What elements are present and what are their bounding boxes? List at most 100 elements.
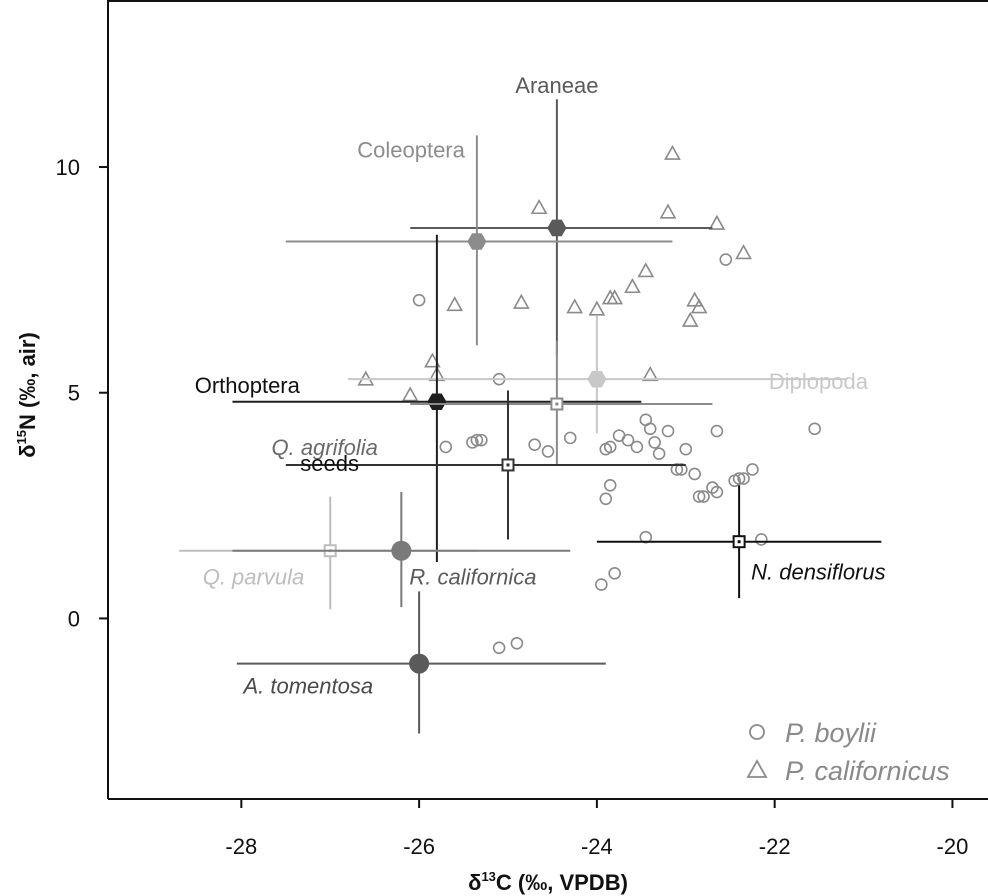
label-r-californica: R. californica [409, 565, 536, 590]
source-coleoptera [285, 135, 673, 346]
x-tick-label: -20 [937, 834, 969, 859]
data-point-boylii [737, 472, 750, 485]
data-point-californicus [566, 298, 584, 314]
data-point-boylii [599, 492, 613, 506]
data-point-boylii [697, 490, 710, 503]
source-orthoptera [232, 234, 642, 563]
x-tick-label: -22 [759, 834, 791, 859]
legend-label-p-californicus: P. californicus [785, 756, 950, 786]
label-araneae: Araneae [515, 73, 598, 98]
data-point-boylii [608, 566, 621, 580]
mean-marker-araneae [547, 219, 567, 237]
mean-marker-orthoptera [427, 393, 447, 411]
axes [107, 0, 988, 800]
data-point-boylii [603, 478, 617, 492]
x-tick-label: -24 [581, 834, 613, 859]
legend: P. boylii P. californicus [746, 718, 950, 786]
label-orthoptera: Orthoptera [195, 373, 301, 398]
source-a-tomentosa [236, 591, 606, 734]
y-axis-title: δ15N (‰, air) [14, 332, 40, 458]
source-araneae [410, 99, 713, 355]
source-diplopoda [348, 315, 846, 434]
data-point-boylii [563, 431, 577, 445]
data-point-californicus [659, 203, 677, 219]
data-point-californicus [686, 291, 704, 307]
label-q-parvula: Q. parvula [203, 565, 305, 590]
legend-marker-californicus [746, 759, 768, 778]
label-diplopoda: Diplopoda [769, 369, 869, 394]
mean-marker-coleoptera [467, 233, 487, 250]
data-point-boylii [755, 533, 768, 546]
x-tick-label: -26 [403, 834, 435, 859]
y-ticks: 0 5 10 [56, 155, 108, 631]
data-point-boylii [475, 433, 488, 447]
data-point-boylii [710, 485, 724, 499]
mean-marker-diplopoda [587, 370, 607, 388]
label-a-tomentosa: A. tomentosa [241, 674, 373, 699]
data-point-boylii [688, 467, 701, 481]
data-point-californicus [708, 214, 726, 230]
legend-label-p-boylii: P. boylii [785, 718, 877, 748]
data-point-boylii [510, 636, 524, 650]
data-point-californicus [637, 262, 655, 278]
mean-marker-a-tomentosa [409, 653, 430, 674]
data-point-boylii [648, 436, 661, 449]
x-ticks: -28 -26 -24 -22 -20 [225, 799, 968, 859]
y-tick-label: 0 [68, 606, 80, 631]
source-r-californica [232, 492, 571, 608]
data-point-boylii [439, 440, 453, 454]
data-point-boylii [643, 422, 657, 436]
label-coleoptera: Coleoptera [357, 138, 465, 163]
data-point-californicus [624, 277, 641, 294]
label-q-agrifolia: Q. agrifolia [271, 435, 377, 460]
data-point-boylii [528, 438, 541, 451]
data-point-boylii [652, 447, 666, 460]
data-point-boylii [679, 442, 693, 456]
data-point-boylii [603, 440, 617, 454]
data-point-californicus [735, 244, 752, 260]
mean-marker-r-californica [391, 540, 412, 561]
source-q-parvula [179, 496, 477, 610]
data-point-californicus [690, 298, 708, 314]
label-seeds: seeds [300, 451, 359, 476]
data-point-boylii [732, 472, 746, 485]
data-point-californicus [641, 366, 659, 382]
legend-marker-boylii [749, 724, 765, 740]
source-error-bars [179, 99, 882, 734]
data-point-boylii [661, 424, 675, 438]
data-point-boylii [492, 641, 506, 655]
data-point-californicus [681, 311, 699, 327]
y-tick-label: 5 [68, 381, 80, 406]
source-q-agrifolia [410, 340, 713, 465]
data-point-boylii [719, 253, 733, 266]
x-tick-label: -28 [225, 834, 257, 859]
data-point-californicus [664, 144, 681, 160]
source-labels: Araneae Coleoptera Diplopoda Orthoptera Q. a… [195, 73, 886, 699]
source-seeds [285, 390, 686, 540]
data-point-californicus [446, 296, 464, 312]
label-n-densiflorus: N. densiflorus [751, 560, 886, 585]
data-point-californicus [588, 300, 606, 316]
x-axis-title: δ13C (‰, VPDB) [468, 869, 628, 895]
data-point-californicus [606, 289, 624, 305]
data-point-californicus [530, 199, 548, 215]
data-point-boylii [710, 424, 724, 438]
data-point-boylii [470, 433, 484, 447]
data-point-boylii [706, 481, 719, 494]
mean-marker-center-seeds [506, 463, 510, 467]
y-tick-label: 10 [56, 155, 80, 180]
data-point-boylii [746, 463, 759, 476]
data-point-boylii [595, 578, 608, 591]
data-point-boylii [692, 490, 706, 503]
mean-marker-center-q-agrifolia [555, 402, 559, 406]
data-point-californicus [401, 386, 419, 402]
data-point-boylii [621, 433, 635, 447]
mean-marker-center-n-densiflorus [737, 540, 741, 544]
source-n-densiflorus [596, 485, 882, 599]
data-point-boylii [630, 440, 644, 454]
data-point-californicus [512, 293, 530, 309]
data-point-boylii [412, 293, 426, 307]
data-point-boylii [808, 422, 821, 436]
data-point-boylii [541, 445, 555, 458]
